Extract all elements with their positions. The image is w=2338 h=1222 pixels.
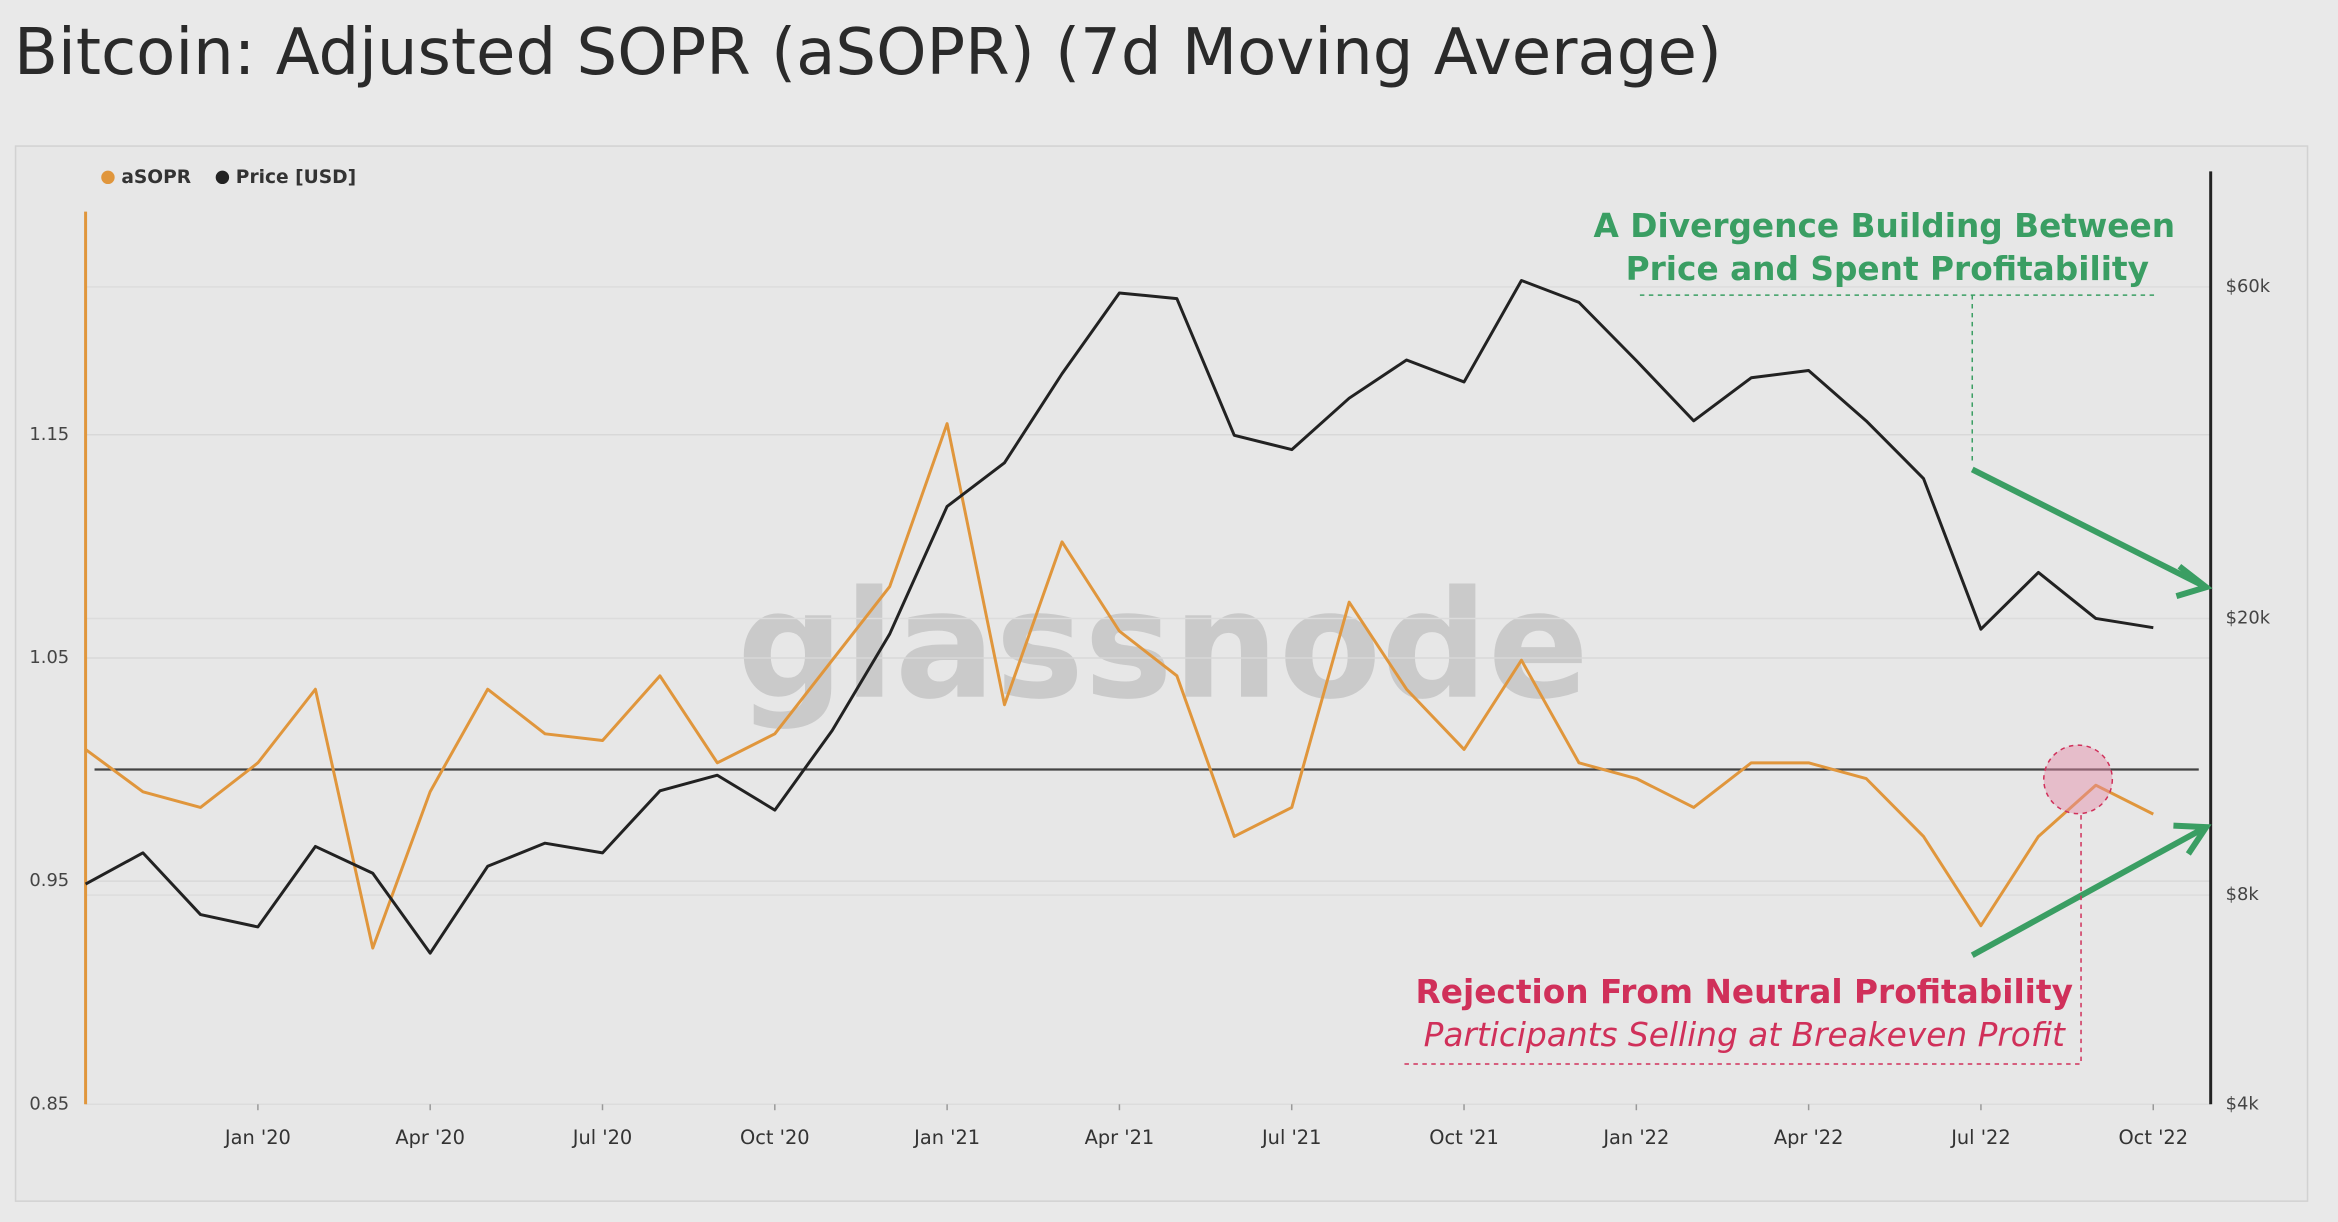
plot: 0.85 0.95 1.05 1.15 $4k $8k $20k $60k Jan '20 Apr… <box>29 171 2271 1149</box>
annotation-arrowhead <box>2173 822 2212 856</box>
chart-title: Bitcoin: Adjusted SOPR (aSOPR) (7d Movin… <box>14 16 1722 90</box>
annotation: Rejection From Neutral Profitability <box>1416 973 2073 1011</box>
y-tick-label: 0.85 <box>29 1093 69 1114</box>
chart-panel <box>14 145 2309 1202</box>
annotation-arrow <box>1970 466 2205 589</box>
x-tick-label: Jul '21 <box>1261 1126 1321 1149</box>
y-tick-label: 1.05 <box>29 647 69 668</box>
x-tick-label: Jan '20 <box>224 1126 291 1149</box>
y2-tick-label: $8k <box>2226 884 2260 905</box>
annotation-highlight <box>2043 744 2114 815</box>
x-tick-label: Oct '21 <box>1429 1126 1499 1149</box>
y-tick-label: 1.15 <box>29 424 69 445</box>
x-tick-label: Oct '22 <box>2118 1126 2188 1149</box>
x-tick-label: Apr '20 <box>395 1126 465 1149</box>
x-tick-label: Jan '22 <box>1602 1126 1669 1149</box>
x-tick-label: Apr '22 <box>1774 1126 1844 1149</box>
y2-tick-label: $20k <box>2226 607 2271 628</box>
y2-tick-label: $4k <box>2226 1093 2260 1114</box>
legend-label: Price [USD] <box>236 167 356 188</box>
x-tick-label: Jan '21 <box>913 1126 980 1149</box>
annotation: Participants Selling at Breakeven Profit <box>1424 1016 2066 1054</box>
watermark: glassnode <box>737 560 1589 733</box>
annotation: Price and Spent Profitability <box>1626 250 2149 288</box>
x-tick-label: Jul '22 <box>1950 1126 2010 1149</box>
series-line <box>84 278 2154 955</box>
x-tick-label: Apr '21 <box>1085 1126 1155 1149</box>
x-tick-label: Oct '20 <box>740 1126 810 1149</box>
legend-marker <box>215 170 230 185</box>
legend-label: aSOPR <box>121 167 191 188</box>
legend-marker <box>101 170 115 185</box>
annotation-arrowhead <box>2175 563 2213 599</box>
y2-tick-label: $60k <box>2226 276 2271 297</box>
annotation: A Divergence Building Between <box>1594 207 2176 245</box>
series-line <box>84 422 2154 950</box>
x-tick-label: Jul '20 <box>572 1126 632 1149</box>
y-tick-label: 0.95 <box>29 870 69 891</box>
annotation-arrow <box>1970 825 2205 958</box>
